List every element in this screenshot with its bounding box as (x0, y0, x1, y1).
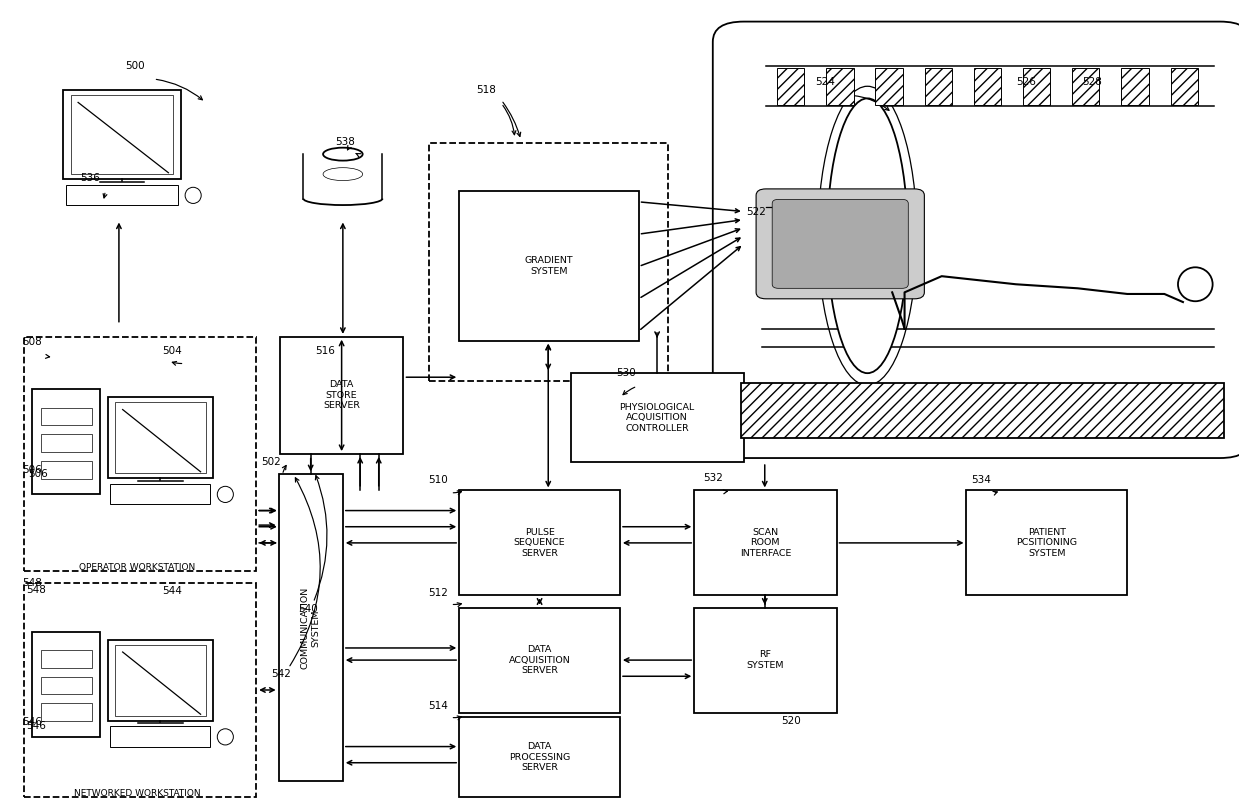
Bar (742, 383, 1224, 438)
Text: 514: 514 (428, 702, 448, 711)
FancyBboxPatch shape (24, 337, 257, 571)
FancyBboxPatch shape (459, 191, 639, 341)
Ellipse shape (217, 729, 233, 745)
Text: 542: 542 (272, 669, 291, 679)
Text: PULSE
SEQUENCE
SERVER: PULSE SEQUENCE SERVER (513, 528, 565, 558)
FancyBboxPatch shape (115, 645, 206, 716)
Text: 546: 546 (26, 720, 46, 731)
Text: OPERATOR WORKSTATION: OPERATOR WORKSTATION (79, 563, 196, 572)
Text: DATA
PROCESSING
SERVER: DATA PROCESSING SERVER (508, 742, 570, 772)
Text: 508: 508 (22, 337, 42, 347)
FancyBboxPatch shape (66, 185, 179, 205)
FancyBboxPatch shape (966, 491, 1127, 595)
FancyBboxPatch shape (41, 434, 92, 452)
Ellipse shape (185, 187, 201, 204)
Text: 548: 548 (22, 578, 42, 588)
Bar (1023, 67, 1050, 105)
FancyBboxPatch shape (773, 200, 908, 288)
FancyBboxPatch shape (32, 389, 100, 495)
Ellipse shape (217, 487, 233, 503)
FancyBboxPatch shape (459, 717, 620, 797)
Text: 518: 518 (476, 85, 496, 96)
Text: 534: 534 (971, 475, 991, 485)
FancyBboxPatch shape (71, 95, 174, 174)
Text: GRADIENT
SYSTEM: GRADIENT SYSTEM (525, 256, 573, 276)
FancyBboxPatch shape (694, 491, 837, 595)
Ellipse shape (827, 98, 908, 373)
Bar (777, 67, 805, 105)
FancyBboxPatch shape (41, 703, 92, 721)
Text: 526: 526 (1016, 77, 1035, 88)
FancyBboxPatch shape (108, 397, 213, 478)
FancyBboxPatch shape (32, 632, 100, 737)
FancyBboxPatch shape (570, 373, 744, 462)
FancyBboxPatch shape (110, 727, 211, 747)
Text: DATA
ACQUISITION
SERVER: DATA ACQUISITION SERVER (508, 646, 570, 675)
Text: 524: 524 (816, 77, 836, 88)
FancyBboxPatch shape (63, 90, 181, 179)
FancyBboxPatch shape (41, 650, 92, 667)
FancyBboxPatch shape (41, 407, 92, 425)
Text: 540: 540 (299, 604, 319, 614)
FancyBboxPatch shape (41, 676, 92, 694)
Text: 516: 516 (316, 345, 336, 355)
Bar (1121, 67, 1148, 105)
Text: 512: 512 (428, 588, 448, 598)
Text: 544: 544 (162, 586, 182, 596)
Text: 506: 506 (29, 470, 48, 479)
Bar (973, 67, 1001, 105)
Bar (1073, 67, 1100, 105)
Bar (1171, 67, 1198, 105)
Text: 536: 536 (81, 173, 100, 182)
Text: 530: 530 (616, 368, 636, 378)
Text: 520: 520 (781, 715, 801, 726)
Ellipse shape (324, 148, 362, 161)
FancyBboxPatch shape (280, 337, 403, 454)
Text: 546: 546 (22, 717, 42, 727)
Text: 502: 502 (262, 457, 281, 467)
Text: 528: 528 (1083, 77, 1102, 88)
FancyBboxPatch shape (41, 461, 92, 478)
Bar (875, 67, 903, 105)
Bar (925, 67, 952, 105)
Text: 538: 538 (335, 137, 356, 147)
Text: 522: 522 (746, 207, 766, 217)
FancyBboxPatch shape (24, 583, 257, 797)
Text: DATA
STORE
SERVER: DATA STORE SERVER (324, 380, 360, 410)
Text: PHYSIOLOGICAL
ACQUISITION
CONTROLLER: PHYSIOLOGICAL ACQUISITION CONTROLLER (620, 403, 694, 432)
Text: RF
SYSTEM: RF SYSTEM (746, 650, 784, 670)
Text: COMMUNICATION
SYSTEM: COMMUNICATION SYSTEM (301, 586, 320, 669)
FancyBboxPatch shape (429, 143, 668, 381)
Ellipse shape (324, 168, 362, 181)
Bar (826, 67, 853, 105)
FancyBboxPatch shape (694, 607, 837, 713)
FancyBboxPatch shape (713, 22, 1240, 458)
Text: NETWORKED WORKSTATION: NETWORKED WORKSTATION (74, 789, 201, 798)
FancyBboxPatch shape (459, 491, 620, 595)
Ellipse shape (818, 86, 916, 385)
FancyBboxPatch shape (279, 474, 343, 781)
FancyBboxPatch shape (459, 607, 620, 713)
FancyBboxPatch shape (108, 640, 213, 721)
FancyBboxPatch shape (115, 402, 206, 474)
Text: PATIENT
PCSITIONING
SYSTEM: PATIENT PCSITIONING SYSTEM (1017, 528, 1078, 558)
Text: 506: 506 (22, 466, 42, 475)
Text: 504: 504 (162, 345, 182, 355)
Text: 548: 548 (26, 585, 46, 594)
FancyBboxPatch shape (756, 189, 924, 298)
Text: 500: 500 (125, 61, 145, 71)
Text: 510: 510 (428, 475, 448, 485)
Text: 532: 532 (703, 474, 723, 483)
Ellipse shape (1178, 268, 1213, 301)
Text: SCAN
ROOM
INTERFACE: SCAN ROOM INTERFACE (740, 528, 791, 558)
FancyBboxPatch shape (110, 484, 211, 504)
